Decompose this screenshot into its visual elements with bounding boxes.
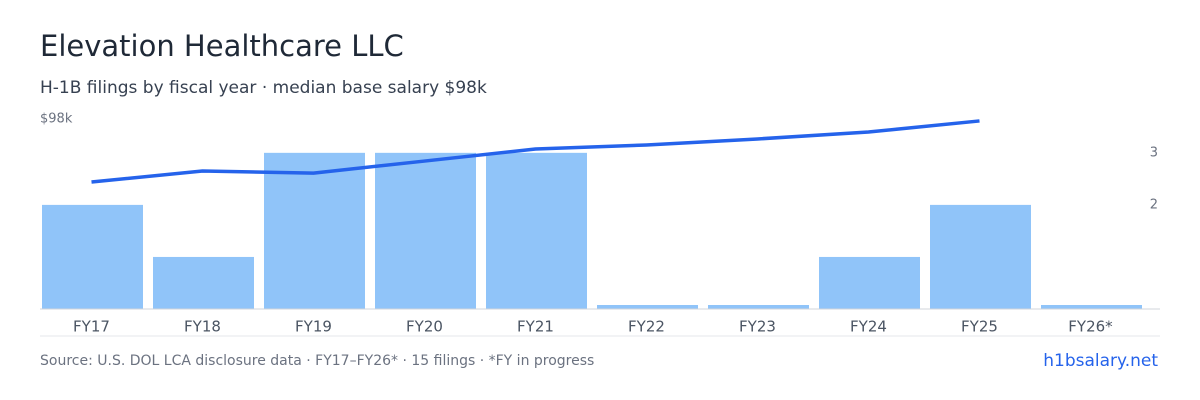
bar [708, 305, 809, 309]
site-link[interactable]: h1bsalary.net [1043, 351, 1158, 371]
bar [819, 256, 920, 309]
bar [264, 152, 365, 309]
chart-subtitle: H-1B filings by fiscal year · median bas… [40, 78, 487, 98]
y2-tick-label: 2 [1150, 197, 1158, 212]
x-tick-label: FY23 [739, 318, 776, 336]
bar [486, 152, 587, 309]
x-tick-label: FY19 [295, 318, 332, 336]
bar [1041, 305, 1142, 309]
y2-tick-label: 3 [1150, 145, 1158, 160]
bar [42, 204, 143, 309]
x-tick-label: FY24 [850, 318, 887, 336]
chart-title: Elevation Healthcare LLC [40, 29, 404, 63]
x-tick-label: FY26* [1068, 318, 1113, 336]
x-tick-label: FY20 [406, 318, 443, 336]
bar [153, 256, 254, 309]
source-note: Source: U.S. DOL LCA disclosure data · F… [40, 353, 594, 369]
x-tick-label: FY22 [628, 318, 665, 336]
y-tick-label: $98k [40, 112, 73, 127]
bar [375, 152, 476, 309]
salary-line [91, 119, 980, 184]
bar [597, 305, 698, 309]
x-tick-label: FY25 [961, 318, 998, 336]
x-tick-label: FY21 [517, 318, 554, 336]
x-tick-label: FY17 [73, 318, 110, 336]
bar [930, 204, 1031, 309]
x-tick-label: FY18 [184, 318, 221, 336]
